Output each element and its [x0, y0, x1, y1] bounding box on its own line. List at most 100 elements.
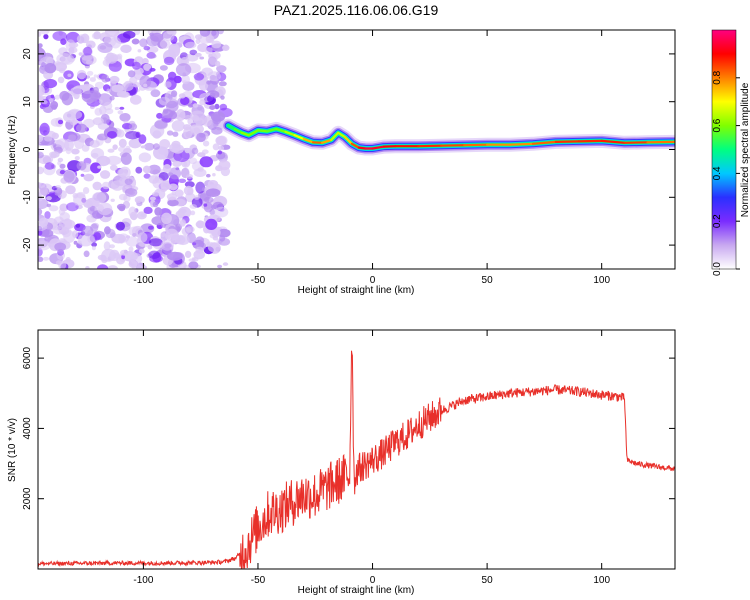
noise-blob: [59, 163, 66, 169]
noise-blob: [38, 192, 42, 199]
noise-blob: [169, 143, 181, 153]
noise-blob: [140, 213, 146, 218]
noise-blob: [163, 56, 175, 66]
y-tick-label: -20: [22, 237, 33, 252]
colorbar-label: Normalized spectral amplitude: [740, 82, 750, 217]
noise-blob: [73, 240, 78, 245]
signal-track-segment: [357, 146, 367, 150]
noise-blob: [220, 95, 225, 100]
spectrogram-y-label: Frequency (Hz): [7, 116, 18, 185]
noise-blob: [128, 246, 134, 252]
noise-blob: [148, 250, 161, 259]
noise-blob: [147, 244, 153, 250]
noise-blob: [149, 196, 156, 201]
noise-blob: [90, 148, 105, 160]
noise-blob: [112, 144, 118, 150]
noise-blob: [86, 70, 94, 76]
noise-blob: [118, 138, 127, 148]
noise-blob: [40, 30, 50, 35]
signal-track-segment: [577, 139, 603, 143]
noise-blob: [159, 39, 171, 49]
noise-blob: [152, 177, 164, 189]
noise-blob: [109, 95, 115, 101]
noise-blob: [197, 167, 204, 172]
noise-blob: [38, 182, 42, 189]
noise-blob: [54, 242, 67, 252]
x-tick-label: 100: [593, 575, 610, 586]
noise-blob: [120, 249, 128, 256]
noise-blob: [133, 30, 141, 36]
noise-blob: [97, 42, 113, 53]
noise-blob: [59, 169, 66, 175]
noise-region: [38, 30, 233, 269]
signal-track-segment: [240, 131, 250, 137]
noise-blob: [116, 221, 125, 231]
colorbar-tick-label: 0.0: [712, 262, 723, 276]
noise-blob: [98, 99, 103, 104]
noise-blob: [111, 84, 124, 93]
noise-blob: [217, 152, 228, 163]
noise-blob: [77, 240, 82, 245]
noise-blob: [171, 120, 185, 132]
noise-blob: [101, 181, 111, 190]
noise-blob: [61, 92, 73, 106]
noise-blob: [143, 45, 151, 51]
noise-blob: [105, 52, 118, 64]
noise-blob: [138, 248, 145, 254]
noise-blob: [140, 145, 146, 149]
noise-blob: [130, 94, 142, 105]
noise-blob: [191, 147, 199, 155]
noise-blob: [105, 108, 114, 115]
noise-blob: [188, 258, 194, 262]
noise-blob: [80, 173, 85, 177]
noise-blob: [48, 98, 54, 103]
noise-blob: [203, 203, 208, 207]
noise-blob: [77, 69, 87, 80]
noise-blob: [183, 161, 188, 167]
noise-blob: [191, 242, 197, 246]
noise-blob: [210, 111, 226, 122]
noise-blob: [166, 30, 174, 35]
noise-blob: [212, 143, 220, 151]
noise-blob: [143, 63, 152, 71]
noise-blob: [67, 73, 72, 78]
noise-blob: [67, 132, 81, 142]
spectrogram-x-ticks: -100 -50 0 50 100: [133, 30, 610, 286]
noise-blob: [199, 56, 205, 60]
noise-blob: [178, 178, 187, 183]
noise-blob: [138, 241, 146, 247]
noise-blob: [89, 77, 96, 82]
noise-blob: [129, 76, 138, 85]
noise-blob: [48, 205, 59, 212]
noise-blob: [188, 261, 199, 269]
noise-blob: [176, 235, 190, 246]
noise-blob: [159, 65, 168, 71]
noise-blob: [44, 162, 55, 170]
noise-blob: [75, 223, 81, 228]
noise-blob: [38, 208, 43, 216]
noise-blob: [167, 172, 174, 176]
noise-blob: [207, 180, 219, 188]
noise-blob: [92, 117, 104, 126]
signal-track-segment: [350, 142, 360, 149]
noise-blob: [178, 93, 186, 99]
noise-blob: [152, 192, 159, 197]
noise-blob: [138, 152, 152, 163]
noise-blob: [214, 103, 220, 110]
noise-blob: [212, 236, 219, 241]
noise-blob: [43, 34, 49, 40]
noise-blob: [44, 211, 51, 219]
signal-track-segment: [247, 129, 260, 137]
noise-blob: [91, 32, 100, 40]
noise-blob: [184, 114, 192, 121]
noise-blob: [222, 262, 229, 266]
noise-blob: [51, 104, 57, 110]
noise-blob: [187, 103, 194, 108]
noise-blob: [106, 88, 111, 93]
noise-blob: [144, 142, 155, 151]
noise-blob: [63, 171, 75, 183]
noise-blob: [107, 265, 118, 269]
noise-blob: [93, 232, 102, 241]
noise-blob: [148, 238, 163, 247]
noise-blob: [139, 75, 152, 88]
